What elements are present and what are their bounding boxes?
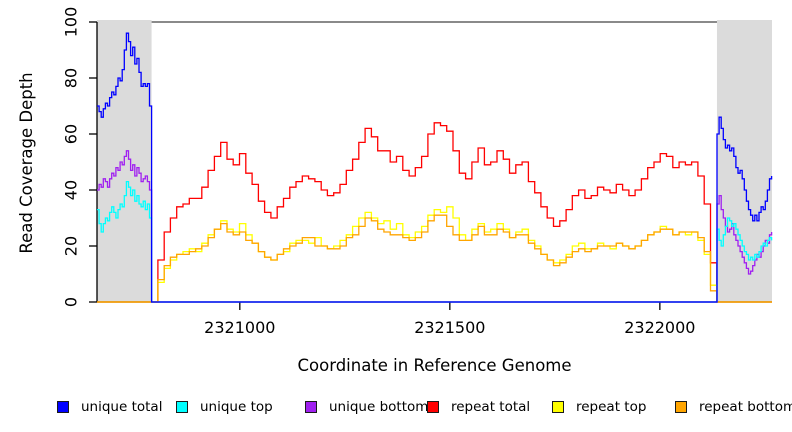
- legend-item-unique-top: unique top: [176, 399, 273, 415]
- legend-label: repeat bottom: [699, 399, 792, 415]
- legend-label: unique total: [81, 399, 163, 415]
- repeat-total-swatch-icon: [427, 401, 439, 413]
- legend-label: repeat total: [451, 399, 531, 415]
- legend-label: repeat top: [576, 399, 647, 415]
- repeat-top-swatch-icon: [552, 401, 564, 413]
- x-tick-label: 2321500: [414, 318, 485, 337]
- y-axis-title: Read Coverage Depth: [17, 72, 36, 254]
- series-line-unique-bottom: [97, 150, 773, 303]
- legend-item-repeat-bottom: repeat bottom: [675, 399, 792, 415]
- legend-item-unique-bottom: unique bottom: [305, 399, 428, 415]
- y-tick-label: 80: [62, 68, 81, 88]
- series-line-repeat-bottom: [97, 214, 772, 303]
- x-tick-label: 2321000: [204, 318, 275, 337]
- legend-label: unique bottom: [329, 399, 429, 415]
- y-tick-label: 40: [62, 180, 81, 200]
- legend-item-repeat-total: repeat total: [427, 399, 530, 415]
- unique-total-swatch-icon: [57, 401, 69, 413]
- x-tick-label: 2322000: [624, 318, 695, 337]
- legend-item-repeat-top: repeat top: [552, 399, 646, 415]
- unique-bottom-swatch-icon: [305, 401, 317, 413]
- series-line-repeat-total: [97, 122, 772, 303]
- x-axis-title: Coordinate in Reference Genome: [297, 356, 572, 375]
- unique-flank-right-shade: [716, 20, 772, 302]
- legend-item-unique-total: unique total: [57, 399, 162, 415]
- series-line-unique-total: [97, 32, 773, 303]
- y-tick-label: 0: [62, 297, 81, 307]
- chart-legend: unique total unique top unique bottom re…: [0, 399, 792, 419]
- unique-top-swatch-icon: [176, 401, 188, 413]
- repeat-bottom-swatch-icon: [675, 401, 687, 413]
- series-line-unique-top: [97, 180, 773, 303]
- legend-label: unique top: [200, 399, 273, 415]
- y-tick-label: 20: [62, 236, 81, 256]
- y-tick-label: 100: [62, 7, 81, 38]
- y-tick-label: 60: [62, 124, 81, 144]
